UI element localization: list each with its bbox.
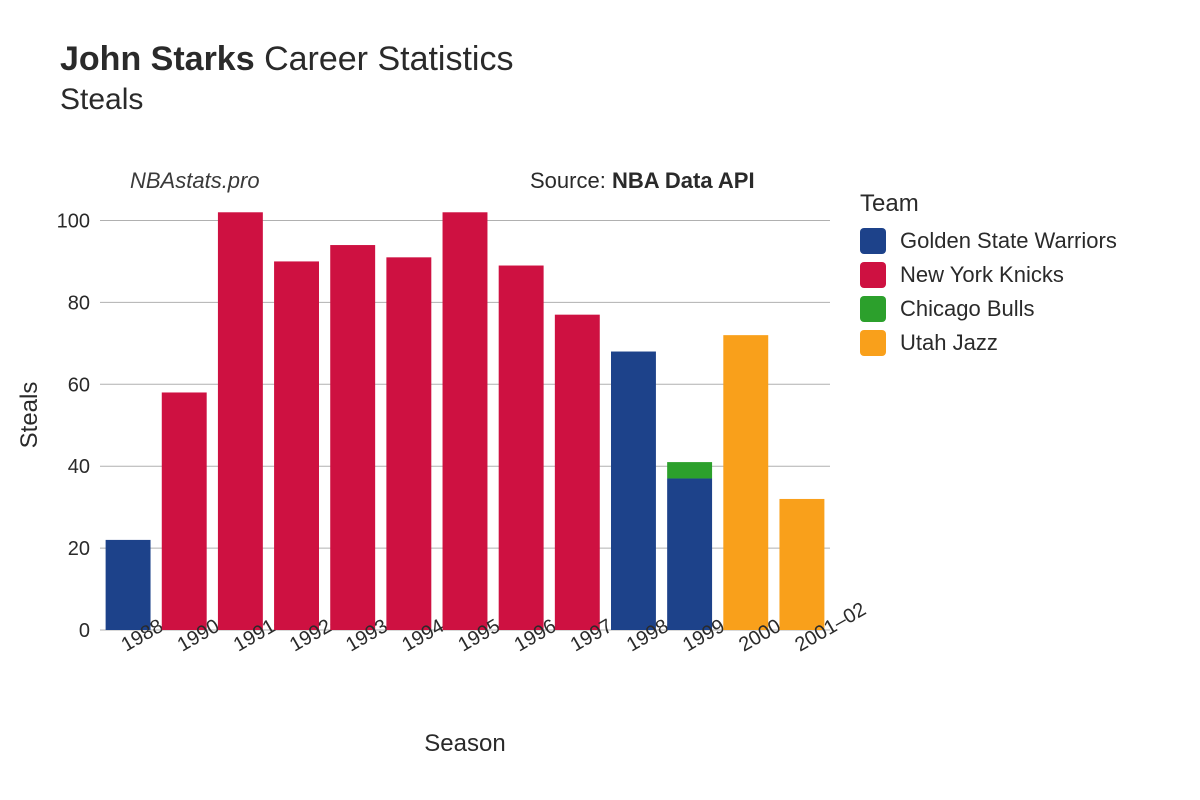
- chart-svg: 0204060801001988–891990–911991–921992–93…: [100, 200, 830, 630]
- watermark: NBAstats.pro: [130, 168, 260, 194]
- legend-item: Chicago Bulls: [860, 296, 1117, 322]
- bar-segment: [667, 478, 712, 630]
- bar-segment: [779, 499, 824, 630]
- legend-label: Golden State Warriors: [900, 228, 1117, 254]
- source-prefix: Source:: [530, 168, 612, 193]
- bar-segment: [667, 462, 712, 478]
- legend-swatch: [860, 262, 886, 288]
- y-axis-label: Steals: [16, 382, 44, 449]
- bar-segment: [611, 352, 656, 630]
- y-tick-label: 100: [57, 210, 90, 232]
- legend-swatch: [860, 296, 886, 322]
- legend-item: New York Knicks: [860, 262, 1117, 288]
- y-tick-label: 60: [68, 374, 90, 396]
- legend-swatch: [860, 330, 886, 356]
- legend-item: Golden State Warriors: [860, 228, 1117, 254]
- bar-segment: [555, 315, 600, 630]
- bar-segment: [499, 266, 544, 630]
- page: John Starks Career Statistics Steals NBA…: [0, 0, 1200, 800]
- title-block: John Starks Career Statistics Steals: [60, 40, 513, 117]
- bar-segment: [330, 245, 375, 630]
- bar-segment: [723, 335, 768, 630]
- y-tick-label: 80: [68, 292, 90, 314]
- title-rest: Career Statistics: [264, 40, 513, 78]
- chart-plot: 0204060801001988–891990–911991–921992–93…: [100, 200, 830, 630]
- source-name: NBA Data API: [612, 168, 755, 193]
- y-tick-label: 40: [68, 456, 90, 478]
- legend: Team Golden State Warriors New York Knick…: [860, 190, 1117, 364]
- legend-title: Team: [860, 190, 1117, 218]
- legend-items: Golden State Warriors New York Knicks Chic…: [860, 228, 1117, 356]
- title-player: John Starks: [60, 40, 255, 78]
- bar-segment: [443, 212, 488, 630]
- bar-segment: [274, 261, 319, 630]
- legend-label: New York Knicks: [900, 262, 1064, 288]
- legend-item: Utah Jazz: [860, 330, 1117, 356]
- legend-label: Chicago Bulls: [900, 296, 1035, 322]
- title-subtitle: Steals: [60, 83, 513, 117]
- bar-segment: [106, 540, 151, 630]
- bar-segment: [162, 392, 207, 630]
- legend-swatch: [860, 228, 886, 254]
- bar-segment: [218, 212, 263, 630]
- source-label: Source: NBA Data API: [530, 168, 755, 194]
- legend-label: Utah Jazz: [900, 330, 998, 356]
- y-tick-label: 20: [68, 538, 90, 560]
- y-tick-label: 0: [79, 620, 90, 642]
- x-axis-label: Season: [424, 730, 505, 758]
- title-line1: John Starks Career Statistics: [60, 40, 513, 79]
- bar-segment: [386, 257, 431, 630]
